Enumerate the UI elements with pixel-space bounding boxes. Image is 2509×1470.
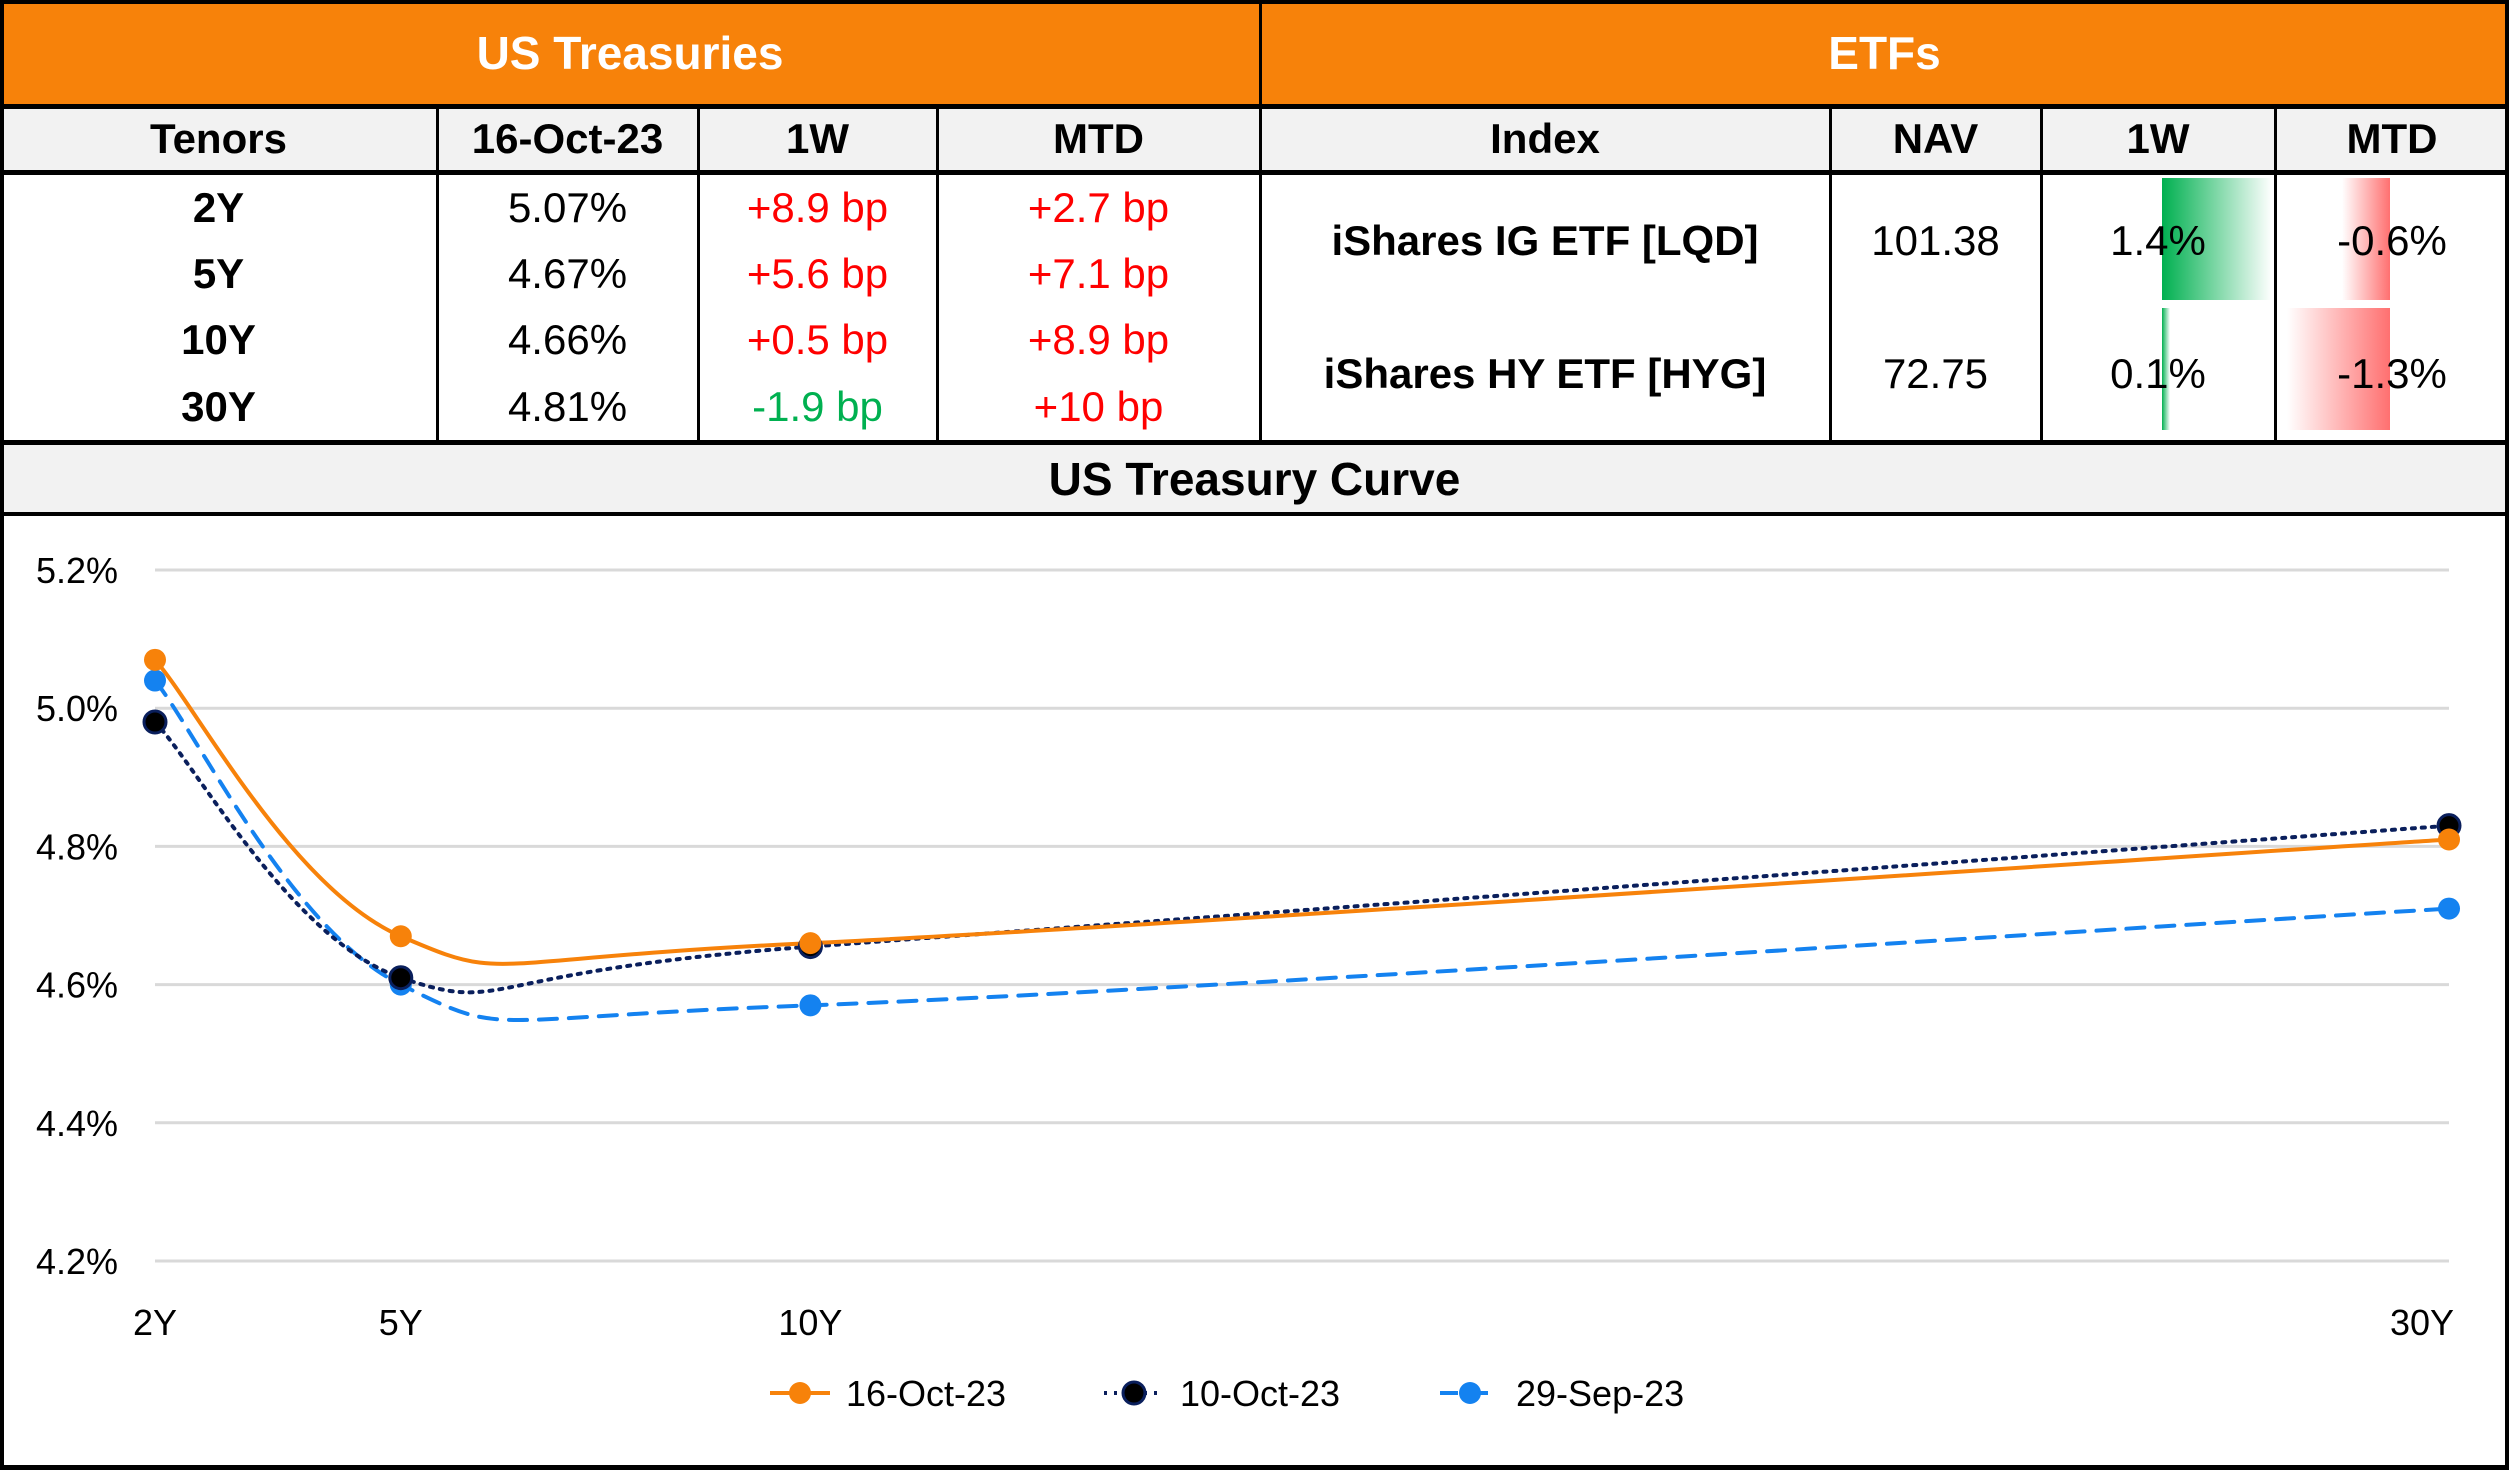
data-point-16-Oct-23 [389, 925, 412, 948]
etf-mtd-cell: -0.6% [2337, 217, 2447, 264]
col-header-etf-mtd: MTD [2275, 106, 2509, 172]
table-border [697, 106, 700, 442]
x-tick-label: 10Y [778, 1302, 842, 1343]
col-header-etf-1w: 1W [2041, 106, 2275, 172]
etf-1w-cell: 1.4% [2110, 217, 2206, 264]
col-header-1w: 1W [698, 106, 937, 172]
table-border [436, 106, 439, 442]
change-1w-cell: +0.5 bp [746, 316, 889, 363]
y-tick-label: 4.6% [36, 965, 118, 1006]
data-point-29-Sep-23 [144, 669, 166, 692]
y-tick-label: 4.4% [36, 1103, 118, 1144]
yield-cell: 4.81% [507, 383, 628, 430]
table-border [1259, 0, 1262, 442]
change-mtd-cell: +7.1 bp [1027, 250, 1170, 297]
series-line-16-Oct-23 [153, 657, 2451, 966]
table-border [2040, 106, 2043, 442]
legend-label: 29-Sep-23 [1516, 1373, 1684, 1414]
legend-label: 16-Oct-23 [846, 1373, 1006, 1414]
etf-1w-databar [2162, 178, 2272, 300]
chart-bottom-border [0, 1465, 2509, 1470]
y-tick-label: 4.2% [36, 1241, 118, 1282]
yield-cell: 4.67% [507, 250, 628, 297]
yield-cell: 4.66% [507, 316, 628, 363]
data-point-29-Sep-23 [799, 994, 822, 1017]
series-line-10-Oct-23 [153, 720, 2451, 995]
y-tick-label: 5.2% [36, 550, 118, 591]
change-mtd-cell: +10 bp [1033, 383, 1164, 430]
legend-marker-29-Sep-23 [1459, 1382, 1481, 1404]
treasuries-title: US Treasuries [0, 0, 1260, 106]
change-mtd-cell: +2.7 bp [1027, 184, 1170, 231]
table-border [2274, 106, 2277, 442]
chart-title: US Treasury Curve [4, 445, 2505, 512]
data-point-16-Oct-23 [2438, 828, 2460, 851]
x-tick-label: 5Y [379, 1302, 423, 1343]
y-tick-label: 4.8% [36, 826, 118, 867]
legend-marker-10-Oct-23 [1121, 1380, 1147, 1406]
chart-title-border [0, 512, 2509, 516]
col-header-mtd: MTD [937, 106, 1260, 172]
table-border [0, 0, 2509, 4]
data-point-16-Oct-23 [799, 932, 822, 955]
legend-label: 10-Oct-23 [1180, 1373, 1340, 1414]
etf-index-cell: iShares HY ETF [HYG] [1323, 349, 1767, 397]
table-border [936, 106, 939, 442]
table-border [2505, 0, 2509, 1470]
table-border [0, 104, 2509, 109]
tenor-cell: 2Y [192, 184, 245, 231]
y-tick-label: 5.0% [36, 688, 118, 729]
col-header-date: 16-Oct-23 [437, 106, 698, 172]
change-1w-cell: +8.9 bp [746, 184, 889, 231]
x-tick-label: 2Y [133, 1302, 177, 1343]
data-point-10-Oct-23 [388, 965, 414, 991]
table-border [0, 440, 2509, 445]
legend-marker-16-Oct-23 [789, 1382, 811, 1404]
series-line-29-Sep-23 [153, 678, 2451, 1022]
etf-index-cell: iShares IG ETF [LQD] [1331, 217, 1759, 264]
tenor-cell: 10Y [181, 316, 256, 363]
col-header-tenors: Tenors [0, 106, 437, 172]
data-point-29-Sep-23 [2438, 897, 2460, 920]
etfs-title: ETFs [1260, 0, 2509, 106]
table-border [0, 170, 2509, 175]
x-tick-label: 30Y [2390, 1302, 2454, 1343]
etf-mtd-cell: -1.3% [2337, 349, 2447, 397]
yield-cell: 5.07% [507, 184, 628, 231]
etf-nav-cell: 72.75 [1882, 349, 1989, 397]
col-header-index: Index [1260, 106, 1830, 172]
col-header-nav: NAV [1830, 106, 2041, 172]
etf-nav-cell: 101.38 [1871, 217, 2000, 264]
data-point-16-Oct-23 [144, 648, 166, 671]
etf-mtd-databar [2342, 178, 2390, 300]
etf-1w-cell: 0.1% [2110, 349, 2206, 397]
etf-1w-databar [2162, 308, 2170, 430]
table-border [0, 0, 4, 1470]
change-mtd-cell: +8.9 bp [1027, 316, 1170, 363]
tenor-cell: 30Y [181, 383, 256, 430]
change-1w-cell: +5.6 bp [746, 250, 889, 297]
data-point-10-Oct-23 [142, 709, 168, 735]
tenor-cell: 5Y [192, 250, 245, 297]
table-border [1829, 106, 1832, 442]
change-1w-cell: -1.9 bp [752, 383, 883, 430]
etf-mtd-databar [2287, 308, 2390, 430]
